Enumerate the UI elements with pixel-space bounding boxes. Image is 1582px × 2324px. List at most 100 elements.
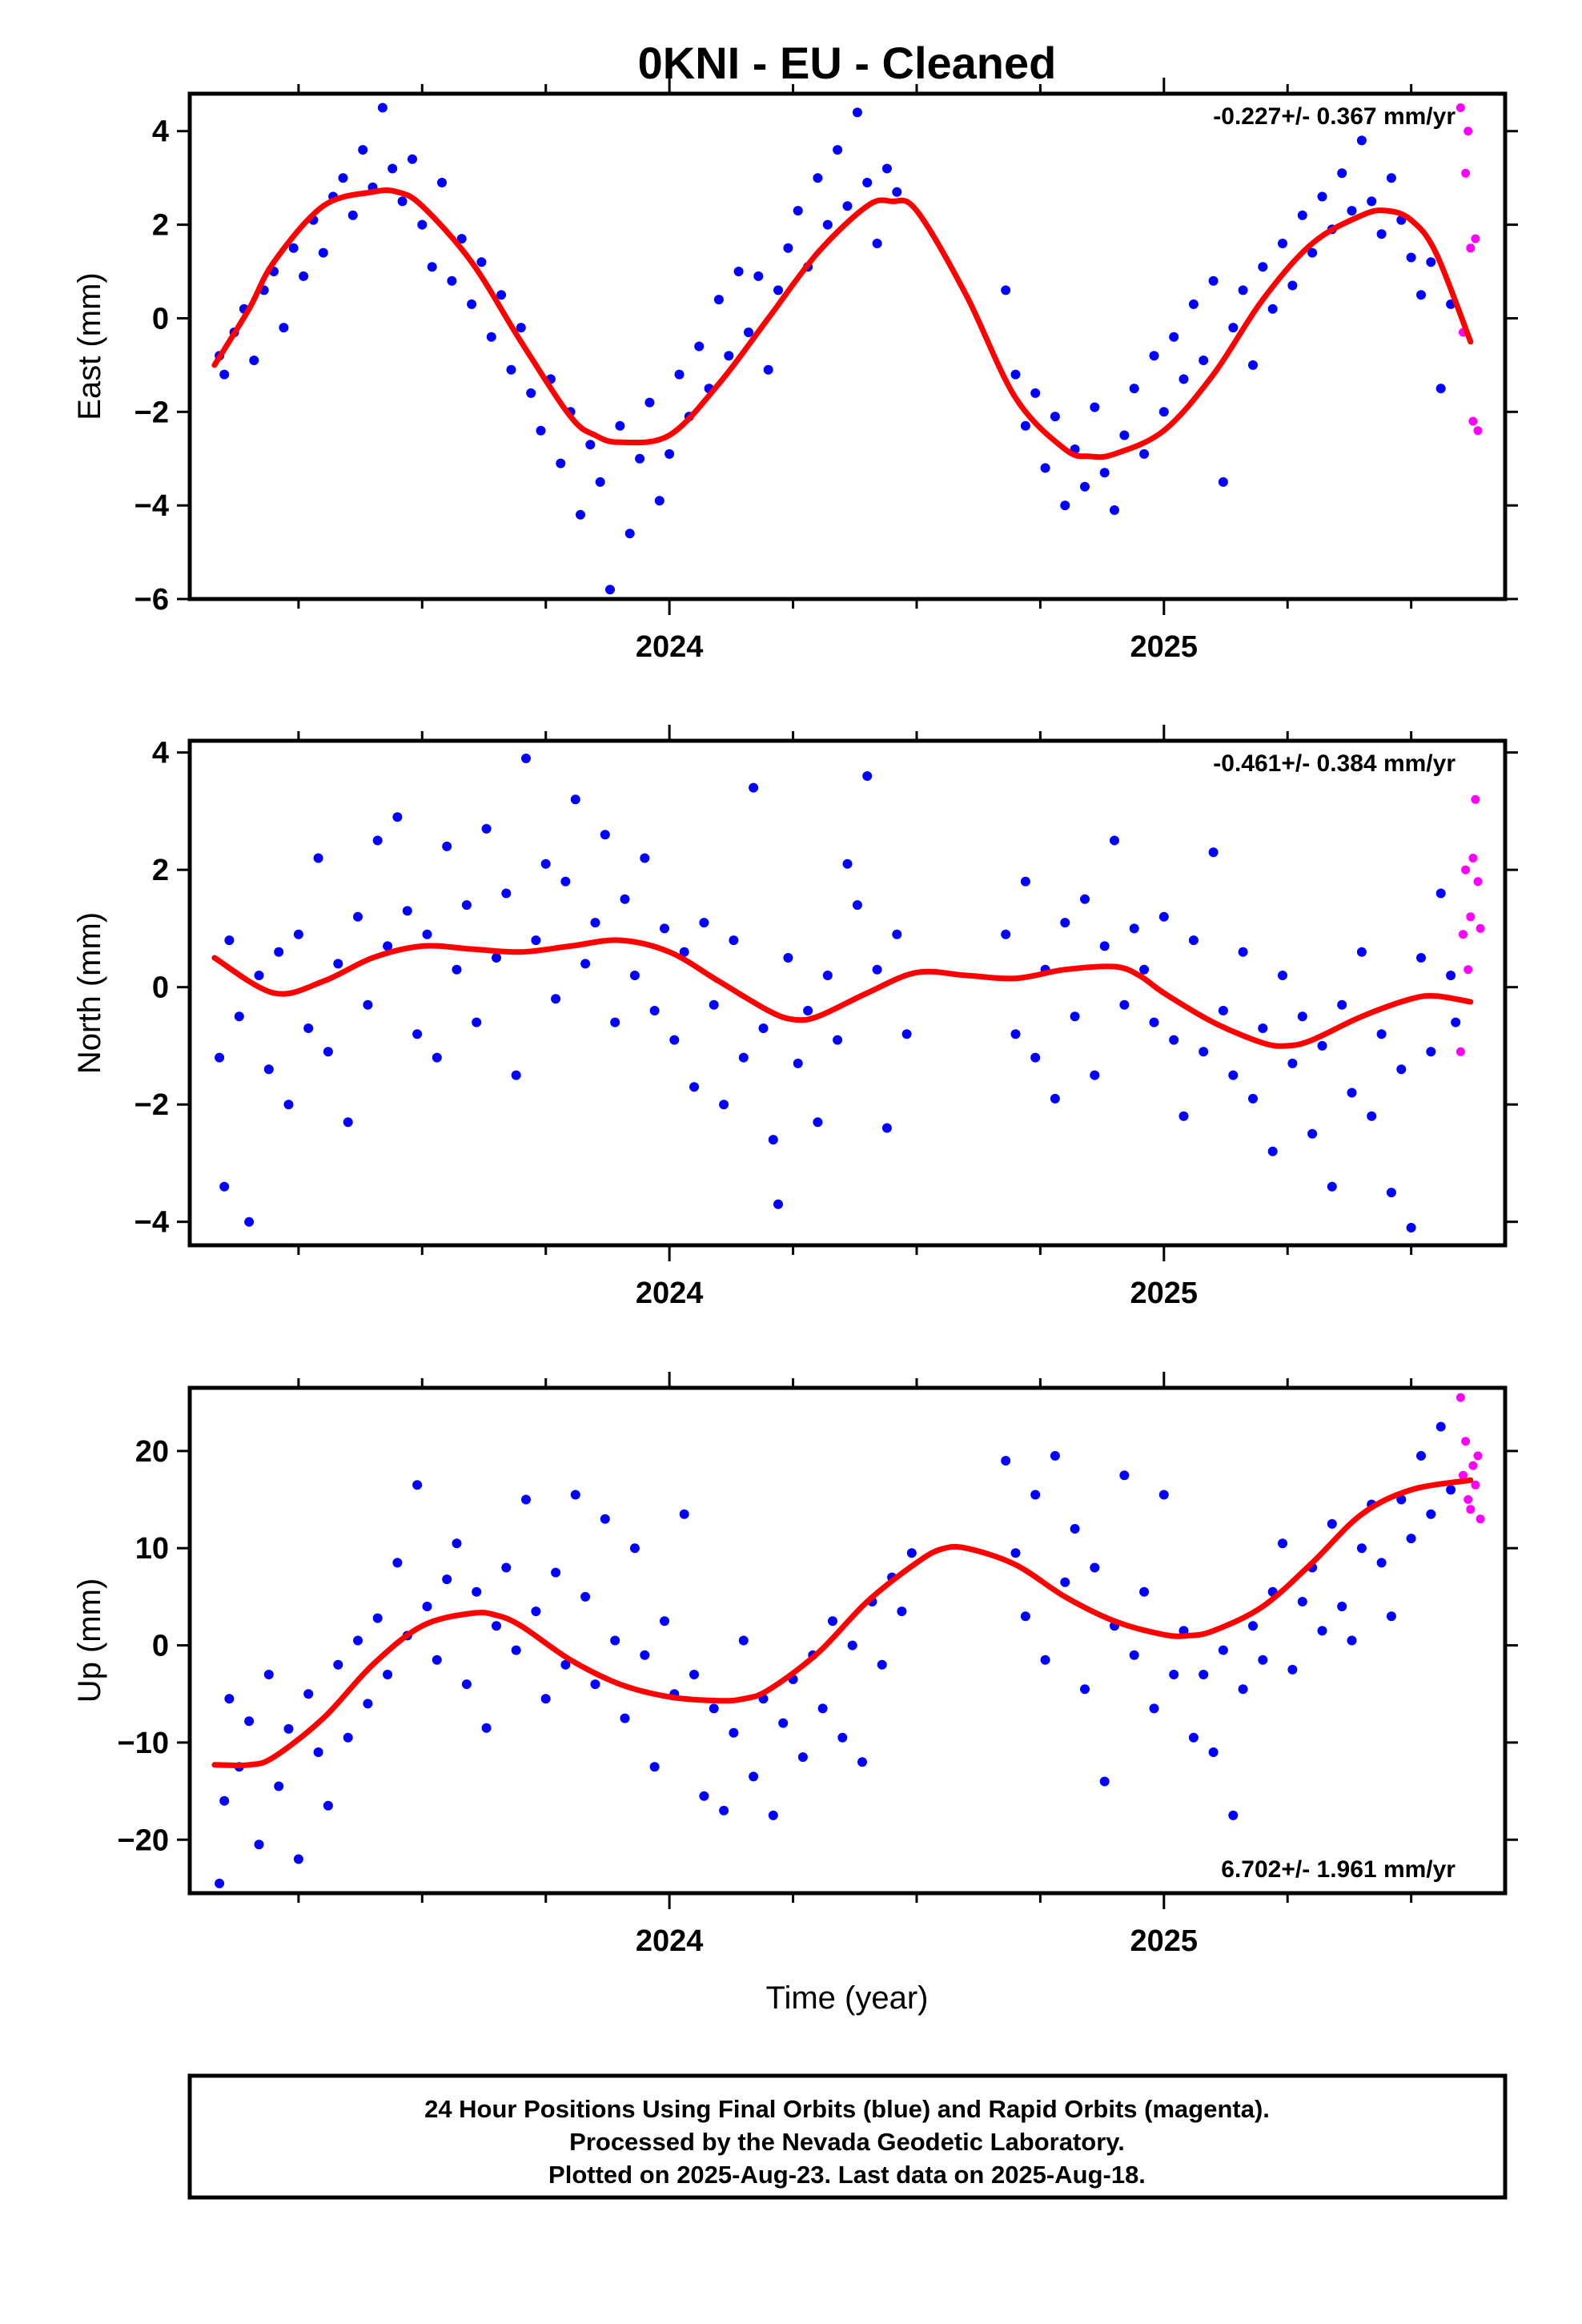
up-final-point — [1050, 1450, 1060, 1461]
east-final-point — [1119, 430, 1130, 440]
north-final-point — [283, 1100, 294, 1110]
up-final-point — [1129, 1650, 1139, 1660]
east-rapid-point — [1456, 103, 1465, 112]
up-final-point — [1001, 1456, 1011, 1466]
up-final-point — [353, 1635, 363, 1646]
up-final-point — [1090, 1562, 1100, 1573]
north-final-point — [1258, 1023, 1268, 1033]
east-final-point — [1386, 173, 1396, 183]
east-final-point — [1208, 275, 1219, 286]
north-final-point — [215, 1052, 225, 1063]
north-final-point — [1278, 971, 1287, 980]
east-final-point — [1228, 323, 1239, 333]
east-final-point — [279, 323, 289, 333]
north-final-point — [1307, 1128, 1318, 1139]
north-final-point — [432, 1052, 442, 1063]
north-final-point — [1446, 971, 1456, 980]
up-final-point — [224, 1694, 235, 1704]
north-final-point — [649, 1006, 660, 1015]
north-final-point — [1218, 1006, 1228, 1015]
east-final-point — [654, 496, 665, 506]
east-final-point — [733, 267, 744, 276]
east-final-point — [347, 210, 358, 220]
east-y-tick-label: −2 — [135, 396, 169, 429]
east-final-point — [1416, 290, 1426, 300]
north-final-point — [1426, 1047, 1436, 1057]
east-final-point — [615, 420, 625, 431]
up-x-tick-label: 2025 — [1130, 1924, 1199, 1958]
east-final-point — [288, 243, 299, 253]
north-final-point — [343, 1117, 353, 1128]
east-final-point — [862, 178, 873, 187]
up-final-point — [1010, 1548, 1021, 1558]
north-final-point — [422, 929, 432, 939]
north-final-point — [1406, 1223, 1416, 1232]
up-final-point — [1080, 1684, 1090, 1695]
north-final-point — [353, 911, 363, 922]
east-final-point — [872, 239, 882, 248]
north-final-point — [313, 853, 323, 863]
up-final-point — [689, 1670, 699, 1679]
east-final-point — [1060, 501, 1070, 511]
north-rapid-orbits-series — [1456, 794, 1485, 1056]
north-final-point — [640, 853, 650, 863]
up-final-point — [481, 1723, 492, 1733]
up-final-point — [629, 1543, 640, 1554]
up-final-point — [219, 1795, 230, 1806]
up-final-point — [620, 1713, 630, 1723]
north-final-point — [773, 1199, 783, 1209]
north-final-point — [254, 971, 264, 980]
up-final-point — [343, 1732, 353, 1743]
x-axis-label: Time (year) — [766, 1980, 929, 2016]
north-final-point — [768, 1135, 778, 1145]
up-final-point — [1199, 1670, 1209, 1679]
north-final-point — [412, 1029, 423, 1039]
north-final-point — [1238, 947, 1248, 957]
north-rapid-point — [1456, 1047, 1465, 1056]
up-rapid-point — [1459, 1470, 1468, 1480]
north-final-point — [511, 1070, 521, 1080]
north-final-point — [822, 971, 833, 980]
east-final-point — [516, 323, 526, 333]
up-final-point — [1070, 1524, 1080, 1534]
east-final-point — [1287, 280, 1298, 291]
north-final-point — [892, 929, 902, 939]
north-final-point — [1070, 1011, 1080, 1022]
north-final-point — [1090, 1070, 1100, 1080]
up-final-point — [738, 1635, 749, 1646]
footer-line-2: Processed by the Nevada Geodetic Laborat… — [569, 2128, 1125, 2156]
up-final-point — [1297, 1597, 1307, 1606]
up-final-point — [511, 1645, 521, 1655]
east-x-tick-label: 2025 — [1130, 630, 1199, 664]
east-final-point — [1367, 196, 1377, 207]
footer-line-1: 24 Hour Positions Using Final Orbits (bl… — [424, 2095, 1270, 2123]
north-final-point — [1356, 947, 1367, 957]
east-rapid-point — [1471, 234, 1480, 243]
east-y-tick-label: −4 — [135, 489, 169, 523]
north-final-point — [1337, 999, 1347, 1010]
east-final-point — [447, 275, 457, 286]
north-final-point — [901, 1029, 912, 1039]
east-rate-label: -0.227+/- 0.367 mm/yr — [1213, 103, 1456, 130]
east-y-tick-label: 2 — [152, 209, 169, 243]
north-panel: 2024 2025 −4 −2 0 2 4 North (mm) -0.461+/- 0.384… — [72, 725, 1518, 1310]
up-final-point — [570, 1490, 580, 1500]
north-final-point — [1020, 876, 1030, 887]
north-final-point — [862, 771, 873, 781]
north-final-point — [600, 830, 610, 840]
up-final-point — [660, 1616, 669, 1626]
east-rapid-point — [1473, 426, 1483, 436]
up-final-point — [1119, 1470, 1130, 1481]
east-final-point — [526, 388, 536, 398]
up-rapid-point — [1456, 1393, 1465, 1402]
east-final-point — [1278, 239, 1287, 248]
up-y-tick-label: −20 — [118, 1823, 169, 1857]
east-final-point — [635, 453, 645, 464]
east-final-point — [793, 206, 803, 216]
up-rapid-point — [1461, 1437, 1471, 1446]
north-final-point — [738, 1052, 749, 1063]
east-final-point — [881, 163, 892, 174]
east-final-point — [1110, 505, 1119, 515]
up-final-point — [1386, 1611, 1396, 1622]
up-final-point — [1248, 1621, 1258, 1631]
